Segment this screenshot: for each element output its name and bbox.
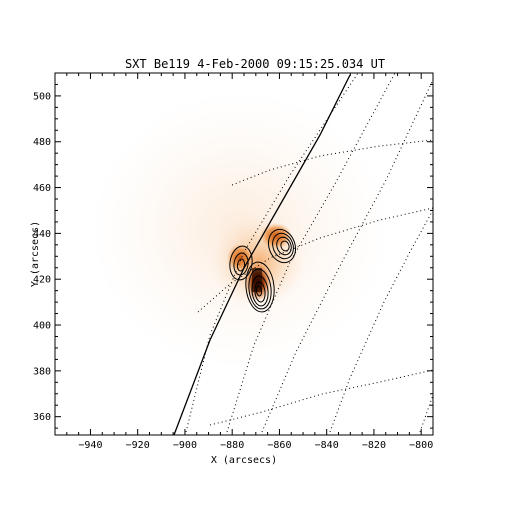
grid-meridian bbox=[329, 209, 433, 433]
x-tick-label: −820 bbox=[362, 440, 386, 451]
plot-frame: −940 −920 −900 −880 −860 −840 −820 −800 360 380 4… bbox=[33, 72, 434, 451]
heliographic-grid bbox=[185, 73, 433, 433]
x-axis-title: X (arcsecs) bbox=[211, 455, 277, 466]
soft-xray-emission bbox=[90, 90, 390, 370]
y-tick-label: 400 bbox=[33, 321, 51, 332]
contour-line bbox=[251, 275, 269, 307]
y-axis-title: Y (arcsecs) bbox=[30, 221, 41, 287]
contour-line bbox=[233, 252, 249, 276]
grid-meridian bbox=[226, 73, 396, 433]
grid-meridian bbox=[185, 73, 359, 433]
y-tick-label: 380 bbox=[33, 366, 51, 377]
y-tick-label: 360 bbox=[33, 412, 51, 423]
x-tick-label: −900 bbox=[173, 440, 197, 451]
plot-title: SXT Be119 4-Feb-2000 09:15:25.034 UT bbox=[125, 57, 385, 71]
grid-parallel bbox=[209, 369, 433, 426]
solar-limb bbox=[173, 74, 351, 435]
y-axis-tick-labels: 360 380 400 420 440 460 480 500 bbox=[33, 91, 51, 423]
y-tick-label: 480 bbox=[33, 137, 51, 148]
grid-parallel bbox=[231, 139, 433, 186]
x-tick-label: −860 bbox=[267, 440, 291, 451]
y-tick-label: 440 bbox=[33, 229, 51, 240]
contour-line bbox=[236, 258, 246, 272]
y-tick-label: 420 bbox=[33, 275, 51, 286]
x-tick-label: −840 bbox=[315, 440, 339, 451]
contour-line bbox=[280, 240, 290, 252]
x-tick-label: −940 bbox=[78, 440, 102, 451]
emission-core-pixel bbox=[252, 268, 262, 292]
y-tick-label: 500 bbox=[33, 91, 51, 102]
contour-line bbox=[267, 228, 297, 264]
contour-line bbox=[255, 285, 263, 297]
hxr-contours bbox=[229, 228, 297, 313]
contour-line bbox=[254, 281, 266, 303]
x-tick-label: −800 bbox=[409, 440, 433, 451]
contour-line bbox=[248, 268, 272, 310]
y-axis-ticks bbox=[55, 72, 433, 429]
x-tick-label: −880 bbox=[220, 440, 244, 451]
plot-area bbox=[90, 73, 433, 435]
y-tick-label: 460 bbox=[33, 183, 51, 194]
grid-meridian bbox=[419, 394, 433, 433]
contour-line bbox=[276, 236, 292, 256]
contour-source-lower bbox=[245, 261, 275, 313]
contour-source-upper bbox=[267, 228, 297, 264]
x-axis-tick-labels: −940 −920 −900 −880 −860 −840 −820 −800 bbox=[78, 440, 433, 451]
contour-line bbox=[272, 232, 294, 260]
contour-line bbox=[245, 261, 275, 313]
x-axis-ticks bbox=[54, 73, 434, 435]
x-tick-label: −920 bbox=[126, 440, 150, 451]
